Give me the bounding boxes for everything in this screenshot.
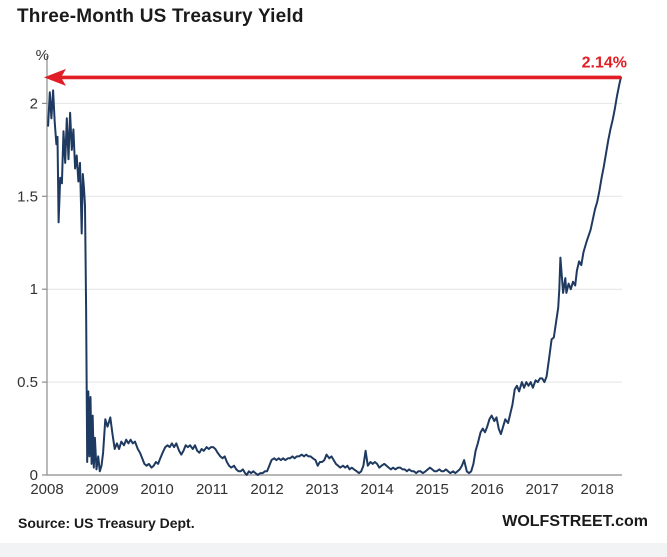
y-tick-label: 0 bbox=[30, 467, 38, 484]
chart-title: Three-Month US Treasury Yield bbox=[17, 6, 304, 27]
y-tick-label: 2 bbox=[30, 95, 38, 112]
source-text: Source: US Treasury Dept. bbox=[18, 515, 195, 531]
x-tick-label: 2013 bbox=[305, 481, 338, 498]
chart-canvas: 0 0.5 1 1.5 2 2008 2009 2010 2011 2012 2013 2014 201… bbox=[17, 47, 627, 498]
y-axis-unit-label: % bbox=[36, 47, 49, 64]
y-tick-label: 1 bbox=[30, 281, 38, 298]
y-tick-label: 0.5 bbox=[17, 374, 38, 391]
x-tick-label: 2008 bbox=[30, 481, 63, 498]
x-tick-label: 2016 bbox=[471, 481, 504, 498]
x-tick-label: 2009 bbox=[85, 481, 118, 498]
bottom-strip bbox=[0, 543, 667, 557]
x-tick-label: 2010 bbox=[140, 481, 173, 498]
x-tick-label: 2012 bbox=[250, 481, 283, 498]
brand-text: WOLFSTREET.com bbox=[502, 513, 648, 530]
yield-line bbox=[47, 76, 622, 476]
x-tick-label: 2014 bbox=[360, 481, 393, 498]
x-tick-label: 2017 bbox=[526, 481, 559, 498]
x-tick-label: 2015 bbox=[416, 481, 449, 498]
y-tick-label: 1.5 bbox=[17, 188, 38, 205]
annotation-arrowhead bbox=[44, 68, 66, 86]
x-tick-label: 2018 bbox=[581, 481, 614, 498]
x-tick-label: 2011 bbox=[196, 481, 228, 498]
annotation-peak-label: 2.14% bbox=[582, 54, 627, 71]
